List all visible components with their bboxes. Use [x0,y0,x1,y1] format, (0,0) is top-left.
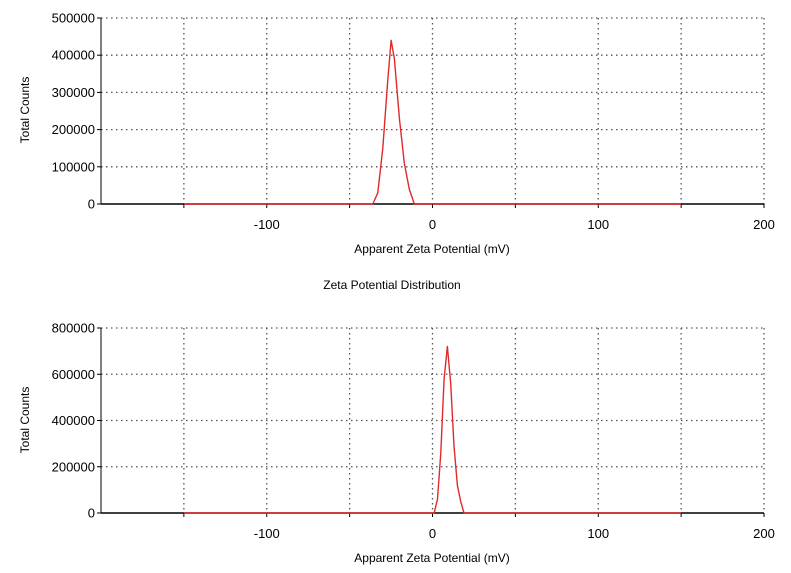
y-tick-label: 0 [88,197,95,212]
x-tick-label: 200 [753,217,775,232]
x-axis-label: Apparent Zeta Potential (mV) [354,242,509,256]
x-tick-label: 100 [587,526,609,541]
y-tick-label: 500000 [52,11,95,26]
y-axis-label: Total Counts [18,77,32,144]
x-tick-label: 200 [753,526,775,541]
y-tick-label: 300000 [52,85,95,100]
y-tick-label: 400000 [52,413,95,428]
y-tick-label: 800000 [52,321,95,336]
x-tick-label: 100 [587,217,609,232]
x-tick-label: -100 [254,217,280,232]
x-tick-label: 0 [429,526,436,541]
y-tick-label: 200000 [52,459,95,474]
x-tick-label: -100 [254,526,280,541]
x-tick-label: 0 [429,217,436,232]
y-tick-label: 200000 [52,122,95,137]
y-axis-label: Total Counts [18,387,32,454]
series-line [183,39,682,205]
chart-bottom: Zeta Potential Distribution Apparent Zet… [18,278,775,565]
series-line [183,345,682,514]
y-tick-label: 400000 [52,48,95,63]
chart-top: Apparent Zeta Potential (mV) Total Count… [18,11,775,257]
x-axis-label: Apparent Zeta Potential (mV) [354,551,509,565]
y-tick-label: 100000 [52,159,95,174]
y-tick-label: 0 [88,506,95,521]
chart-title: Zeta Potential Distribution [323,278,460,292]
y-tick-label: 600000 [52,367,95,382]
